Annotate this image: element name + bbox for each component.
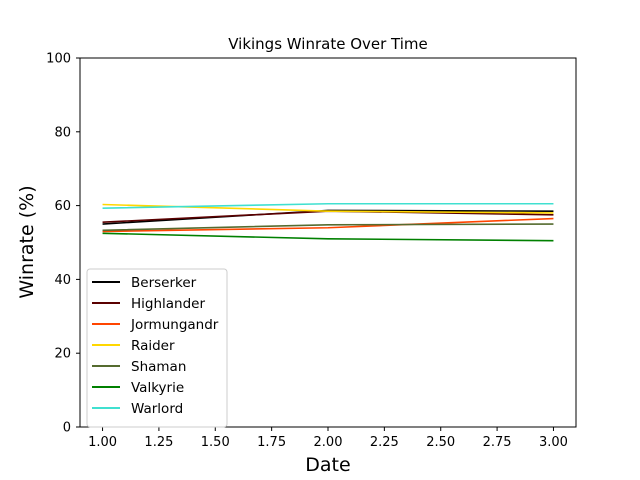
- x-tick-label: 1.75: [257, 435, 286, 450]
- chart-title: Vikings Winrate Over Time: [228, 35, 428, 53]
- x-tick-label: 2.50: [426, 435, 455, 450]
- x-tick-label: 1.50: [201, 435, 230, 450]
- legend-label: Shaman: [131, 359, 186, 375]
- y-tick-label: 100: [46, 52, 71, 67]
- y-tick-label: 80: [54, 125, 71, 140]
- series-line-valkyrie: [102, 232, 554, 242]
- legend-label: Berserker: [131, 275, 197, 291]
- legend-label: Jormungandr: [130, 317, 219, 333]
- x-tick-label: 2.25: [370, 435, 399, 450]
- x-tick-label: 3.00: [539, 435, 568, 450]
- x-tick-label: 2.00: [314, 435, 343, 450]
- x-axis-label: Date: [305, 454, 350, 476]
- legend-label: Valkyrie: [131, 380, 184, 396]
- y-tick-label: 20: [54, 347, 71, 362]
- x-tick-label: 1.25: [144, 435, 173, 450]
- legend: Berserker Highlander Jormungandr Raider Sham…: [86, 268, 228, 428]
- plot-lines: [102, 202, 554, 242]
- series-line-shaman: [102, 223, 554, 232]
- y-axis-label: Winrate (%): [16, 185, 38, 298]
- x-axis: 1.00 1.25 1.50 1.75 2.00 2.25 2.50 2.75 3.00: [88, 427, 568, 450]
- legend-label: Warlord: [131, 401, 183, 417]
- y-axis: 0 20 40 60 80 100: [46, 52, 80, 436]
- y-tick-label: 0: [63, 421, 71, 436]
- y-tick-label: 60: [54, 199, 71, 214]
- legend-label: Raider: [131, 338, 175, 354]
- x-tick-label: 2.75: [483, 435, 512, 450]
- legend-label: Highlander: [131, 296, 205, 312]
- series-line-jormungandr: [102, 217, 554, 233]
- series-line-raider: [102, 203, 554, 214]
- series-line-warlord: [102, 202, 554, 209]
- y-tick-label: 40: [54, 273, 71, 288]
- legend-box: [86, 268, 228, 428]
- x-tick-label: 1.00: [88, 435, 117, 450]
